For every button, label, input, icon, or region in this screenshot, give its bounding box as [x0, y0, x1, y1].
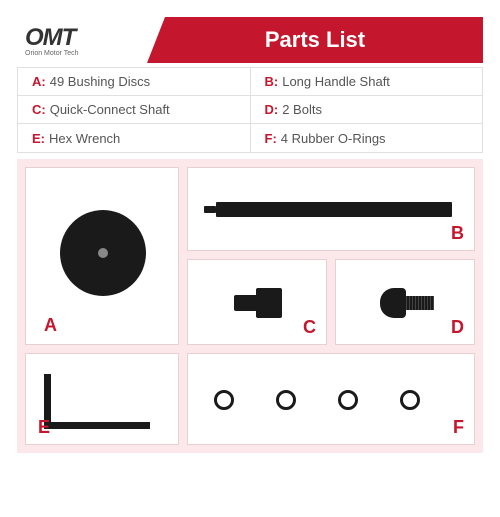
label-e: E	[38, 417, 50, 438]
cell-c: C: Quick-Connect Shaft	[18, 96, 251, 123]
table-row: A: 49 Bushing Discs B: Long Handle Shaft	[18, 68, 482, 96]
cell-a: A: 49 Bushing Discs	[18, 68, 251, 95]
part-name: Quick-Connect Shaft	[50, 102, 170, 117]
label-b: B	[451, 223, 464, 244]
parts-table: A: 49 Bushing Discs B: Long Handle Shaft…	[17, 67, 483, 153]
part-letter: C:	[32, 102, 46, 117]
box-e: E	[25, 353, 179, 445]
box-f: F	[187, 353, 475, 445]
brand-logo: OMT Orion Motor Tech	[17, 17, 147, 63]
cell-b: B: Long Handle Shaft	[251, 68, 483, 95]
box-a: A	[25, 167, 179, 345]
part-name: 2 Bolts	[282, 102, 322, 117]
part-name: 4 Rubber O-Rings	[281, 131, 386, 146]
o-rings-icon	[214, 390, 420, 410]
part-letter: A:	[32, 74, 46, 89]
o-ring-icon	[214, 390, 234, 410]
part-letter: D:	[265, 102, 279, 117]
label-d: D	[451, 317, 464, 338]
table-row: C: Quick-Connect Shaft D: 2 Bolts	[18, 96, 482, 124]
parts-diagram: A B C D E	[17, 159, 483, 453]
header: OMT Orion Motor Tech Parts List	[17, 17, 483, 63]
cell-e: E: Hex Wrench	[18, 124, 251, 152]
page-title: Parts List	[265, 27, 365, 53]
box-b: B	[187, 167, 475, 251]
bolt-icon	[380, 288, 436, 318]
part-letter: B:	[265, 74, 279, 89]
box-d: D	[335, 259, 475, 345]
part-name: 49 Bushing Discs	[50, 74, 150, 89]
cell-f: F: 4 Rubber O-Rings	[251, 124, 483, 152]
label-f: F	[453, 417, 464, 438]
title-banner: Parts List	[147, 17, 483, 63]
cell-d: D: 2 Bolts	[251, 96, 483, 123]
quick-connect-icon	[234, 288, 282, 318]
part-name: Long Handle Shaft	[282, 74, 390, 89]
box-c: C	[187, 259, 327, 345]
part-letter: E:	[32, 131, 45, 146]
logo-text: OMT	[25, 24, 147, 52]
o-ring-icon	[276, 390, 296, 410]
o-ring-icon	[338, 390, 358, 410]
logo-tagline: Orion Motor Tech	[25, 50, 147, 57]
table-row: E: Hex Wrench F: 4 Rubber O-Rings	[18, 124, 482, 152]
o-ring-icon	[400, 390, 420, 410]
part-letter: F:	[265, 131, 277, 146]
part-name: Hex Wrench	[49, 131, 120, 146]
bushing-disc-icon	[60, 210, 146, 296]
parts-list-card: OMT Orion Motor Tech Parts List A: 49 Bu…	[17, 17, 483, 483]
label-c: C	[303, 317, 316, 338]
handle-shaft-icon	[216, 202, 452, 217]
label-a: A	[44, 315, 57, 336]
